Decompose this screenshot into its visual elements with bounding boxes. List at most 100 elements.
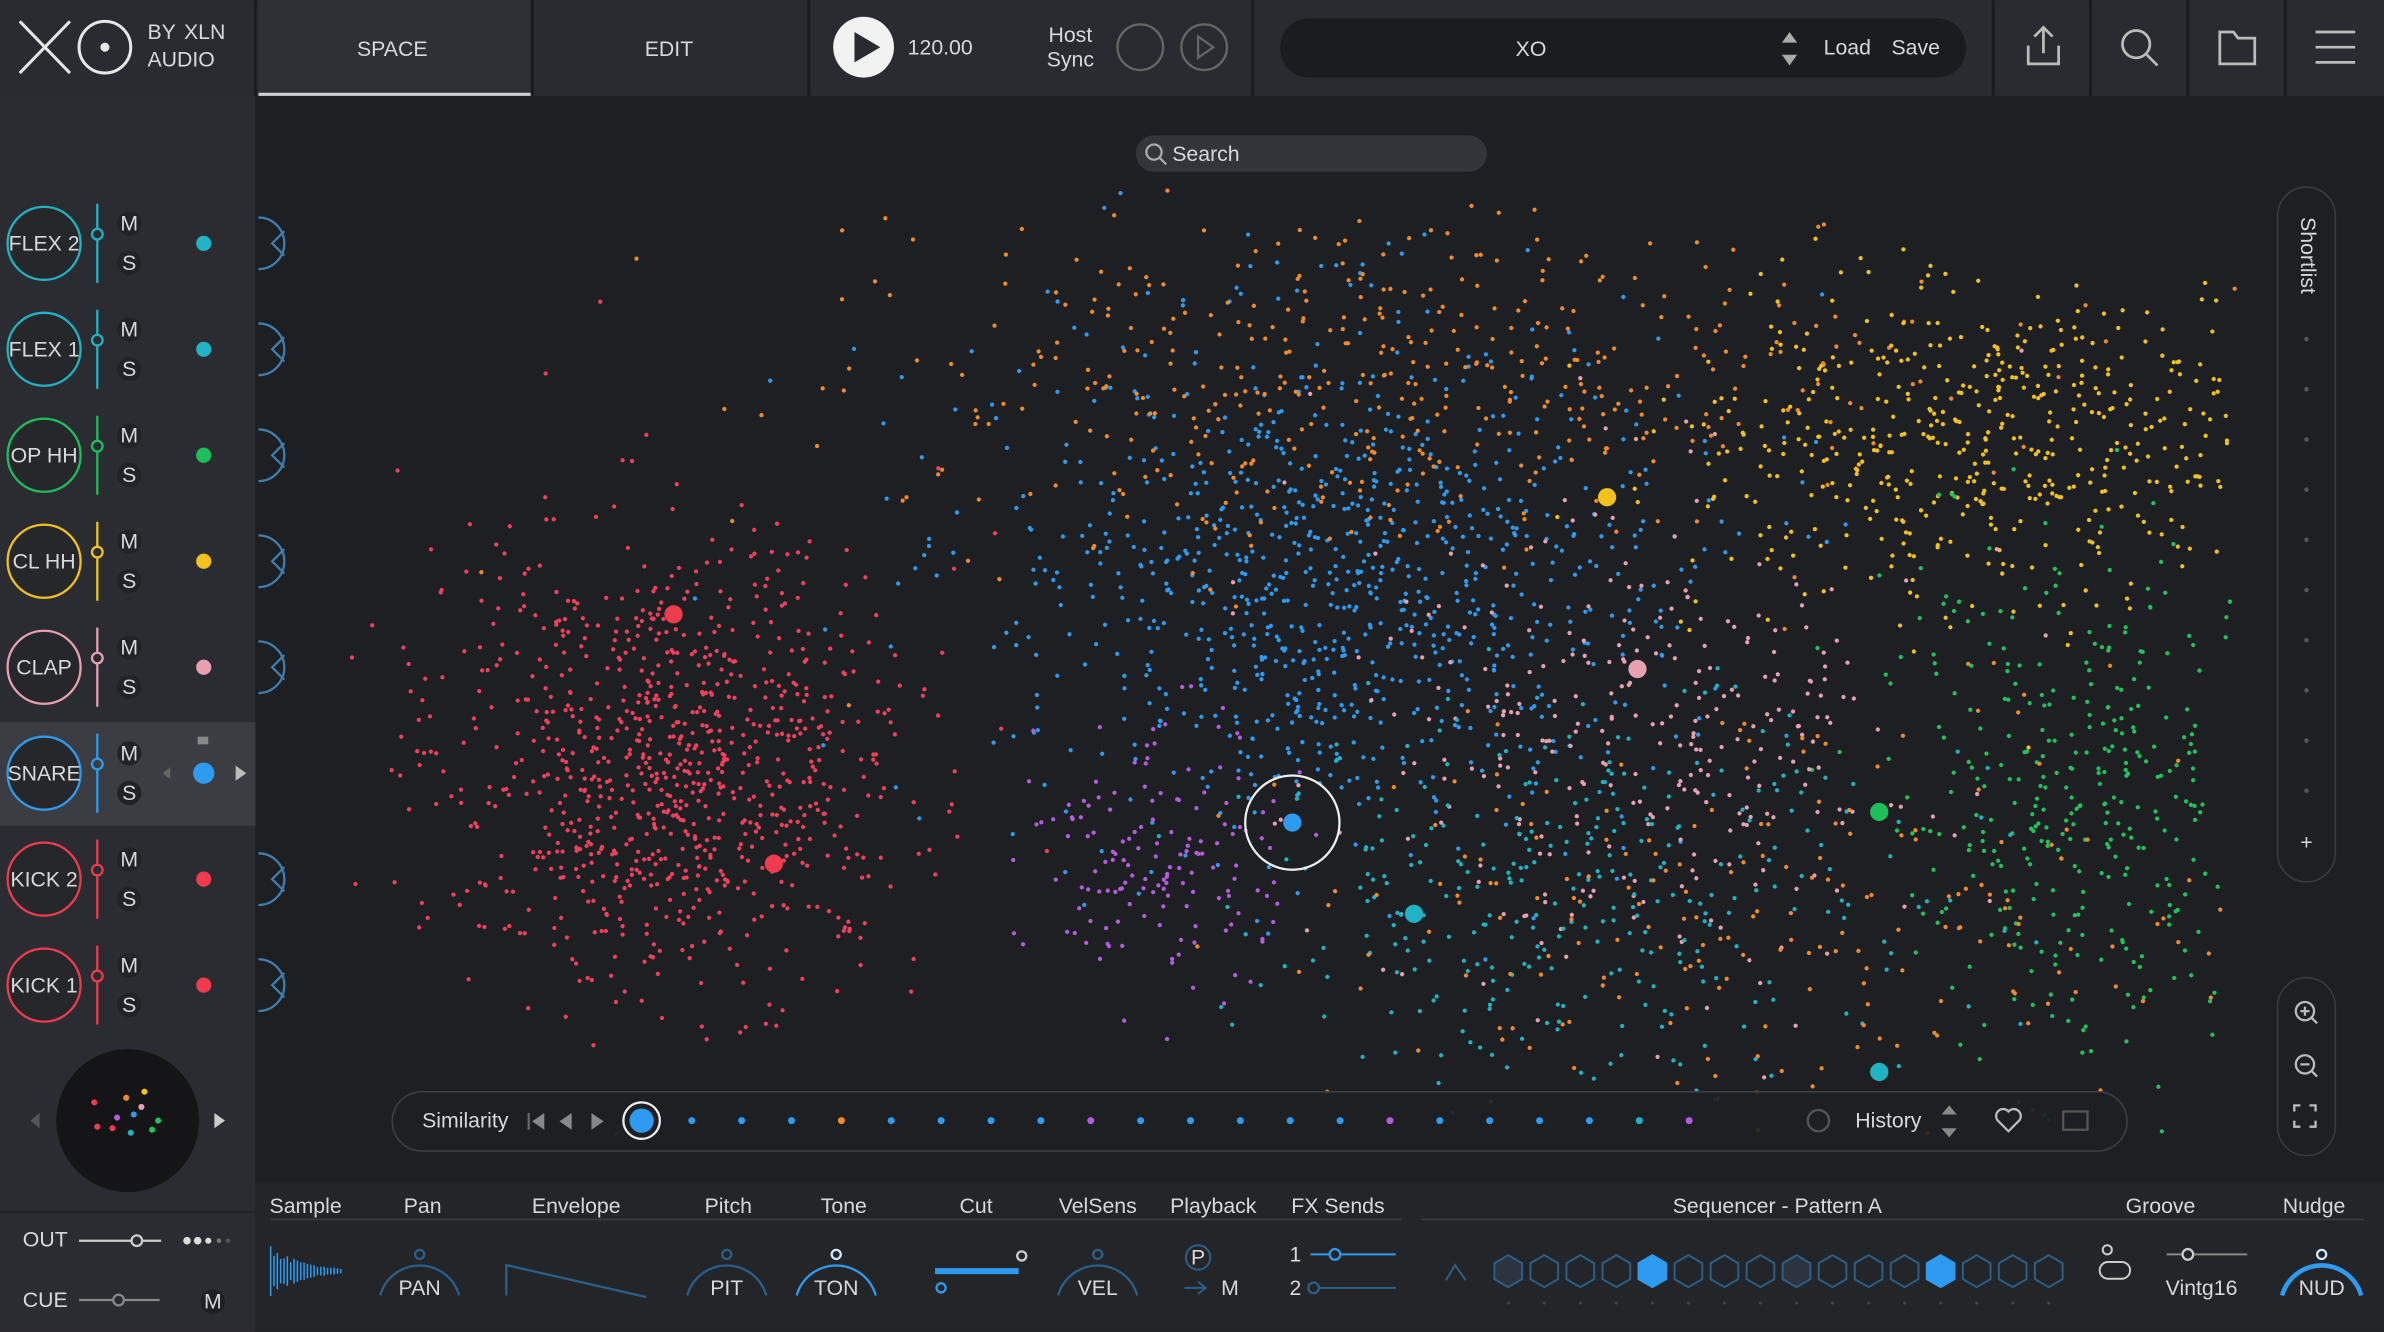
sample-dot[interactable] [1142,784,1147,789]
sample-dot[interactable] [1971,479,1977,484]
sample-dot[interactable] [2019,348,2024,353]
sample-dot[interactable] [1282,505,1287,510]
sample-dot[interactable] [1910,319,1915,324]
sample-dot[interactable] [1581,638,1586,643]
sample-dot[interactable] [786,738,791,743]
sample-dot[interactable] [1907,552,1912,558]
sample-dot[interactable] [1781,451,1786,457]
sample-dot[interactable] [2158,418,2163,423]
sample-dot[interactable] [2012,942,2017,947]
sample-dot[interactable] [609,787,615,793]
sample-dot[interactable] [2043,520,2048,526]
sample-dot[interactable] [1466,687,1471,692]
sample-dot[interactable] [687,761,693,766]
sample-dot[interactable] [722,406,727,412]
sample-dot[interactable] [530,674,535,679]
sample-dot[interactable] [1630,905,1636,910]
sample-dot[interactable] [1411,834,1416,839]
sample-dot[interactable] [1806,397,1811,402]
sample-dot[interactable] [1724,976,1729,981]
sample-dot[interactable] [1353,686,1358,691]
sample-dot[interactable] [1092,543,1097,549]
sample-dot[interactable] [1889,564,1894,569]
expand-chevron[interactable] [270,866,286,893]
sample-dot[interactable] [1434,705,1440,710]
similar-sample[interactable] [1336,1117,1344,1125]
sample-dot[interactable] [1774,788,1780,793]
sample-dot[interactable] [1600,983,1605,988]
sample-dot[interactable] [2084,660,2089,665]
shortlist-slot[interactable] [2304,637,2309,643]
sample-dot[interactable] [1907,590,1913,595]
sample-dot[interactable] [2071,484,2076,489]
sample-dot[interactable] [2044,590,2049,595]
sample-dot[interactable] [664,914,669,919]
sample-dot[interactable] [540,725,545,731]
sample-dot[interactable] [2106,645,2112,650]
sample-dot[interactable] [559,673,564,678]
sample-dot[interactable] [2155,774,2160,779]
sample-dot[interactable] [2105,705,2110,710]
sample-dot[interactable] [544,709,549,715]
similar-sample[interactable] [788,1117,796,1125]
sample-dot[interactable] [1381,373,1387,378]
sample-dot[interactable] [1689,742,1694,747]
sample-dot[interactable] [2051,688,2056,693]
sample-dot[interactable] [1902,904,1907,909]
sample-dot[interactable] [2214,298,2219,303]
sample-dot[interactable] [651,816,656,821]
sample-dot[interactable] [2211,391,2216,396]
sample-dot[interactable] [697,761,702,766]
envelope[interactable] [505,1263,647,1299]
sample-dot[interactable] [1296,783,1301,788]
sample-dot[interactable] [1971,873,1976,878]
sample-dot[interactable] [1141,886,1146,891]
sample-dot[interactable] [2035,294,2041,299]
sample-dot[interactable] [1640,303,1645,308]
sample-dot[interactable] [1725,619,1731,624]
sample-dot[interactable] [608,814,614,820]
sample-dot[interactable] [1923,513,1929,518]
sample-dot[interactable] [786,733,791,738]
sample-dot[interactable] [1321,405,1326,410]
sample-dot[interactable] [2045,501,2050,506]
sample-dot[interactable] [2016,921,2021,927]
history-label[interactable]: History [1855,1109,1922,1133]
sample-dot[interactable] [2145,586,2151,591]
sample-dot[interactable] [1452,779,1457,784]
sample-dot[interactable] [531,850,536,855]
sample-dot[interactable] [2105,372,2111,377]
sample-dot[interactable] [2012,991,2017,996]
sample-dot[interactable] [1446,519,1452,524]
sample-dot[interactable] [1949,492,1954,497]
sample-dot[interactable] [1516,308,1521,313]
sample-dot[interactable] [1171,413,1177,419]
sample-dot[interactable] [2192,803,2197,809]
sample-dot[interactable] [1147,667,1152,673]
sample-dot[interactable] [506,792,512,798]
sample-dot[interactable] [1485,511,1490,516]
sample-dot[interactable] [1917,615,1922,621]
sample-dot[interactable] [1522,517,1527,522]
sample-dot[interactable] [1359,479,1365,485]
sample-dot[interactable] [1936,724,1942,730]
sample-dot[interactable] [594,746,599,751]
sample-dot[interactable] [1908,481,1913,486]
sample-dot[interactable] [1804,625,1809,630]
sample-dot[interactable] [2046,372,2051,377]
sample-dot[interactable] [1981,848,1987,854]
sample-dot[interactable] [1741,952,1746,958]
sample-dot[interactable] [406,661,411,667]
sample-dot[interactable] [1913,837,1918,842]
sample-dot[interactable] [485,667,490,673]
sample-dot[interactable] [2097,781,2102,786]
sample-dot[interactable] [1677,934,1682,939]
sample-dot[interactable] [1889,343,1894,348]
sample-dot[interactable] [1365,898,1370,904]
sample-dot[interactable] [1204,513,1209,518]
sample-dot[interactable] [1283,664,1288,669]
sample-dot[interactable] [1235,263,1241,268]
sample-dot[interactable] [1745,775,1751,780]
sample-dot[interactable] [1489,622,1495,627]
sample-dot[interactable] [1466,364,1471,369]
